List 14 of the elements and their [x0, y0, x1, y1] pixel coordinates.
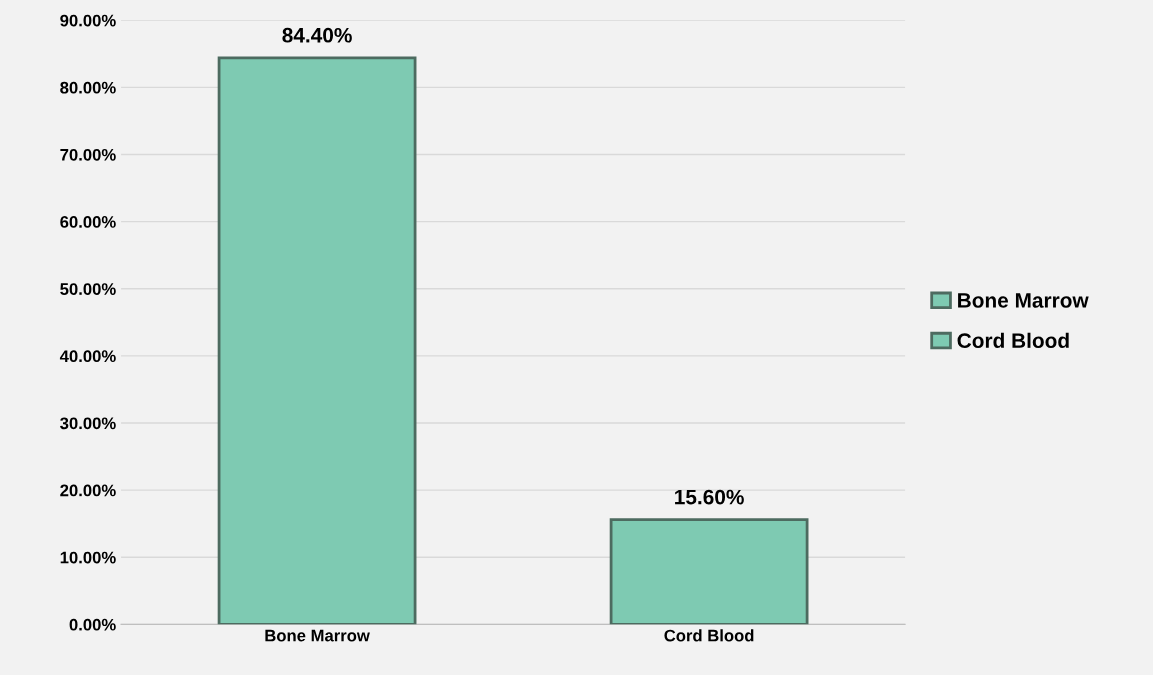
y-tick-label: 80.00%: [60, 81, 116, 94]
data-label: 84.40%: [282, 27, 352, 43]
y-tick-label: 70.00%: [60, 148, 116, 161]
y-tick-label: 60.00%: [60, 216, 116, 228]
legend-label: Bone Marrow: [958, 293, 1089, 308]
legend-label: Cord Blood: [957, 332, 1069, 349]
y-tick-label: 0.00%: [69, 618, 116, 631]
y-tick-label: 30.00%: [60, 417, 116, 430]
data-label: 15.60%: [675, 489, 744, 505]
y-tick-label: 10.00%: [60, 551, 116, 564]
y-tick-label: 40.00%: [59, 350, 116, 363]
y-tick-label: 20.00%: [60, 484, 116, 497]
y-tick-label: 50.00%: [60, 283, 116, 295]
y-tick-label: 90.00%: [60, 14, 116, 27]
